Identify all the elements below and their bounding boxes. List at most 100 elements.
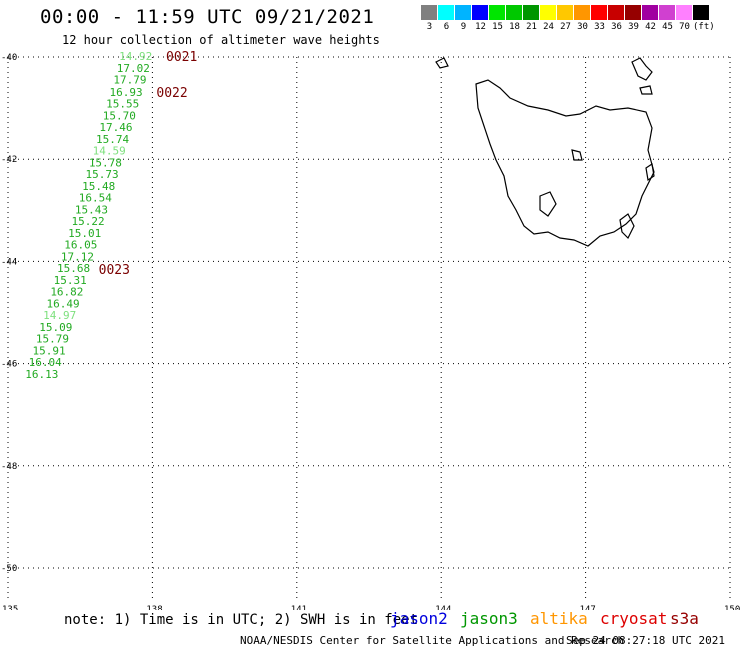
color-swatch	[455, 5, 472, 20]
color-swatch	[523, 5, 540, 20]
time-label: 0022	[156, 86, 187, 101]
color-swatch-label: 36	[611, 22, 622, 32]
color-swatch	[438, 5, 455, 20]
wave-height-value: 17.12	[61, 250, 94, 263]
wave-height-value: 17.46	[99, 121, 132, 134]
color-swatch-label: 42	[645, 22, 656, 32]
color-swatch-label: 24	[543, 22, 554, 32]
maria-island	[645, 162, 655, 182]
color-swatch	[489, 5, 506, 20]
wave-height-value: 15.48	[82, 180, 115, 193]
wave-height-value: 15.31	[54, 274, 87, 287]
color-swatch	[540, 5, 557, 20]
wave-height-value: 15.78	[89, 156, 122, 169]
lat-label: -42	[1, 155, 17, 165]
time-label: 0023	[99, 263, 130, 278]
color-swatch-label: 6	[443, 22, 450, 32]
lon-label: 144	[435, 605, 451, 610]
satellite-legend-item: jason2	[390, 609, 448, 628]
color-swatch-label: 9	[460, 22, 467, 32]
color-swatch	[591, 5, 608, 20]
wave-height-value: 15.70	[103, 109, 136, 122]
lat-label: -44	[1, 257, 17, 267]
satellite-legend-item: cryosat	[600, 609, 668, 628]
wave-height-value: 14.97	[43, 309, 76, 322]
color-swatch	[574, 5, 591, 20]
axis-labels: -40 -42 -44 -46 -48 -50 135 138 141 144 147 150	[1, 53, 740, 610]
footer-note: note: 1) Time is in UTC; 2) SWH is in fe…	[64, 612, 419, 628]
wave-height-value: 15.01	[68, 227, 101, 240]
king-island-tip	[435, 57, 449, 69]
wave-height-value: 16.93	[110, 86, 143, 99]
map-subtitle: 12 hour collection of altimeter wave hei…	[62, 33, 380, 47]
color-swatch-label: 15	[492, 22, 503, 32]
map-title: 00:00 - 11:59 UTC 09/21/2021	[40, 6, 375, 28]
wave-height-value: 15.22	[71, 215, 104, 228]
wave-height-value: 16.13	[25, 368, 58, 381]
color-swatch	[676, 5, 693, 20]
wave-height-value: 17.02	[117, 62, 150, 75]
color-swatch-label: 39	[628, 22, 639, 32]
lon-label: 141	[291, 605, 307, 610]
color-swatch-label: 33	[594, 22, 605, 32]
satellite-legend-item: s3a	[670, 609, 699, 628]
footer-credit: NOAA/NESDIS Center for Satellite Applica…	[240, 634, 625, 647]
lat-label: -46	[1, 360, 17, 370]
color-legend	[421, 5, 710, 21]
lat-label: -50	[1, 564, 17, 574]
wave-height-value: 16.04	[29, 356, 62, 369]
wave-height-value: 16.54	[79, 192, 112, 205]
wave-height-value: 17.79	[113, 74, 146, 87]
lat-label: -40	[1, 53, 17, 63]
wave-height-value: 15.68	[57, 262, 90, 275]
wave-height-value: 14.59	[93, 145, 126, 158]
bruny-island	[619, 213, 635, 240]
lon-label: 147	[580, 605, 596, 610]
footer-timestamp: Sep 24 08:27:18 UTC 2021	[566, 634, 725, 647]
wave-height-value: 15.55	[106, 98, 139, 111]
color-swatch	[421, 5, 438, 20]
color-swatch	[608, 5, 625, 20]
lon-label: 135	[2, 605, 18, 610]
lake-great	[571, 149, 583, 161]
cape-barren-island	[639, 85, 653, 95]
color-swatch	[557, 5, 574, 20]
wave-height-value: 14.92	[119, 50, 152, 63]
lon-label: 150	[724, 605, 740, 610]
color-swatch	[693, 5, 710, 20]
wave-height-value: 15.79	[36, 333, 69, 346]
tasmania-outline	[475, 79, 655, 247]
lon-label: 138	[146, 605, 162, 610]
color-swatch-label: 27	[560, 22, 571, 32]
lat-label: -48	[1, 462, 17, 472]
time-label: 0021	[166, 50, 197, 65]
color-swatch	[472, 5, 489, 20]
wave-height-value: 15.73	[85, 168, 118, 181]
color-swatch-label: 30	[577, 22, 588, 32]
color-swatch-label: (ft)	[693, 22, 715, 32]
map-grid	[7, 56, 731, 598]
wave-height-map: 14.9217.0217.7916.9315.5515.7017.4615.74…	[1, 50, 740, 610]
wave-height-value: 15.74	[96, 133, 129, 146]
color-swatch	[625, 5, 642, 20]
color-swatch-label: 45	[662, 22, 673, 32]
color-swatch-label: 12	[475, 22, 486, 32]
satellite-legend-item: jason3	[460, 609, 518, 628]
color-swatch-label: 70	[679, 22, 690, 32]
satellite-legend-item: altika	[530, 609, 588, 628]
flinders-island	[631, 57, 653, 81]
wave-height-value: 16.05	[64, 239, 97, 252]
altimeter-points: 14.9217.0217.7916.9315.5515.7017.4615.74…	[25, 50, 152, 381]
lake-gordon	[539, 191, 557, 217]
wave-height-value: 15.91	[33, 344, 66, 357]
wave-height-value: 16.82	[50, 286, 83, 299]
wave-height-value: 16.49	[46, 297, 79, 310]
wave-height-value: 15.43	[75, 203, 108, 216]
color-swatch-label: 3	[426, 22, 433, 32]
color-swatch-label: 21	[526, 22, 537, 32]
tasmania-coastline	[435, 57, 655, 247]
color-swatch	[659, 5, 676, 20]
color-swatch	[642, 5, 659, 20]
time-labels: 0021 0022 0023	[99, 50, 198, 278]
wave-height-value: 15.09	[39, 321, 72, 334]
